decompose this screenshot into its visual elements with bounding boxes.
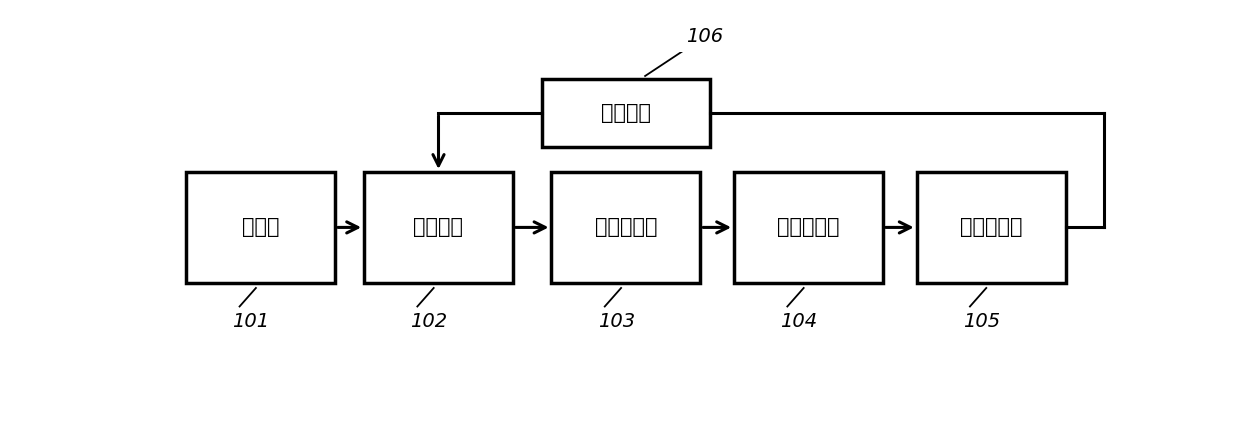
Text: 模式匹配器: 模式匹配器 xyxy=(777,218,839,237)
Text: 固体放大器: 固体放大器 xyxy=(960,218,1022,237)
Text: 反馈装置: 反馈装置 xyxy=(601,103,651,123)
Text: 光纤放大器: 光纤放大器 xyxy=(595,218,657,237)
Bar xyxy=(916,172,1065,283)
Bar xyxy=(734,172,883,283)
Text: 101: 101 xyxy=(233,312,269,330)
Bar xyxy=(552,172,701,283)
Bar xyxy=(542,80,711,147)
Text: 激光源: 激光源 xyxy=(242,218,279,237)
Text: 移频系统: 移频系统 xyxy=(413,218,464,237)
Text: 105: 105 xyxy=(963,312,999,330)
Bar xyxy=(365,172,513,283)
Text: 104: 104 xyxy=(780,312,817,330)
Text: 102: 102 xyxy=(410,312,448,330)
Text: 106: 106 xyxy=(686,27,723,46)
Text: 103: 103 xyxy=(598,312,635,330)
Bar xyxy=(186,172,335,283)
